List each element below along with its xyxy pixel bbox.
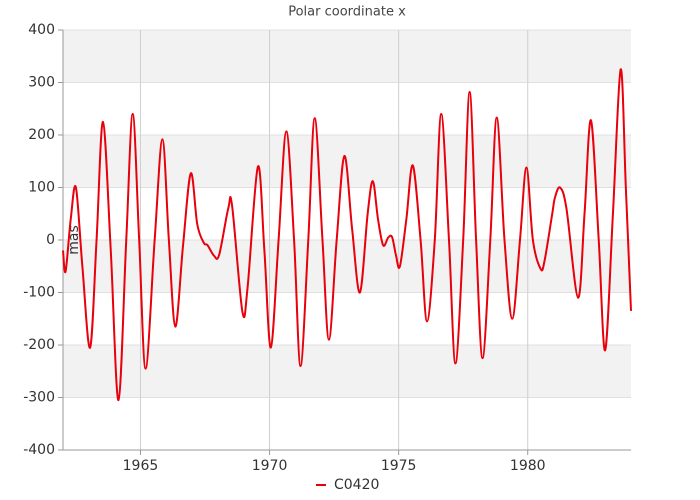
grid-band: [63, 397, 631, 450]
x-tick-label: 1970: [252, 458, 288, 474]
y-tick-label: -100: [23, 285, 55, 301]
x-tick-label: 1975: [381, 458, 417, 474]
y-tick-label: 300: [28, 75, 55, 91]
x-tick-label: 1965: [123, 458, 159, 474]
y-tick-label: -400: [23, 442, 55, 458]
data-line: [62, 68, 632, 402]
grid-band: [63, 345, 631, 398]
grid-band: [63, 82, 631, 135]
y-tick-label: -300: [23, 390, 55, 406]
legend-label: C0420: [334, 477, 379, 493]
y-tick-label: 400: [28, 22, 55, 38]
y-tick-label: 0: [46, 232, 55, 248]
grid-band: [63, 292, 631, 345]
y-tick-label: -200: [23, 337, 55, 353]
grid-band: [63, 30, 631, 83]
chart-title: Polar coordinate x: [288, 5, 406, 20]
grid-band: [63, 240, 631, 293]
x-tick-label: 1980: [510, 458, 546, 474]
y-tick-label: 200: [28, 127, 55, 143]
grid-band: [63, 187, 631, 240]
y-tick-label: 100: [28, 180, 55, 196]
